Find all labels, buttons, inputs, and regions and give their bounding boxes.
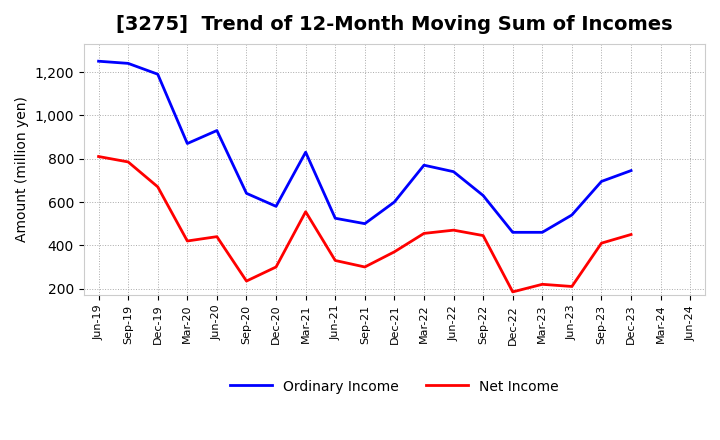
Ordinary Income [361,221,369,226]
Net Income [302,209,310,214]
Net Income [94,154,103,159]
Net Income [183,238,192,244]
Ordinary Income [271,204,280,209]
Net Income [331,258,340,263]
Ordinary Income [183,141,192,146]
Net Income [449,227,458,233]
Net Income [479,233,487,238]
Net Income [361,264,369,270]
Ordinary Income [390,199,399,205]
Net Income [597,241,606,246]
Legend: Ordinary Income, Net Income: Ordinary Income, Net Income [225,372,564,400]
Line: Ordinary Income: Ordinary Income [99,61,631,232]
Net Income [124,159,132,165]
Ordinary Income [331,216,340,221]
Ordinary Income [124,61,132,66]
Ordinary Income [626,168,635,173]
Line: Net Income: Net Income [99,157,631,292]
Net Income [242,279,251,284]
Ordinary Income [302,150,310,155]
Net Income [153,184,162,190]
Net Income [271,264,280,270]
Ordinary Income [538,230,546,235]
Net Income [420,231,428,236]
Ordinary Income [212,128,221,133]
Ordinary Income [94,59,103,64]
Net Income [212,234,221,239]
Ordinary Income [449,169,458,174]
Net Income [390,249,399,254]
Net Income [508,289,517,294]
Net Income [626,232,635,237]
Ordinary Income [420,162,428,168]
Ordinary Income [479,193,487,198]
Ordinary Income [597,179,606,184]
Ordinary Income [567,213,576,218]
Ordinary Income [508,230,517,235]
Net Income [538,282,546,287]
Ordinary Income [153,72,162,77]
Net Income [567,284,576,289]
Title: [3275]  Trend of 12-Month Moving Sum of Incomes: [3275] Trend of 12-Month Moving Sum of I… [116,15,672,34]
Ordinary Income [242,191,251,196]
Y-axis label: Amount (million yen): Amount (million yen) [15,96,29,242]
